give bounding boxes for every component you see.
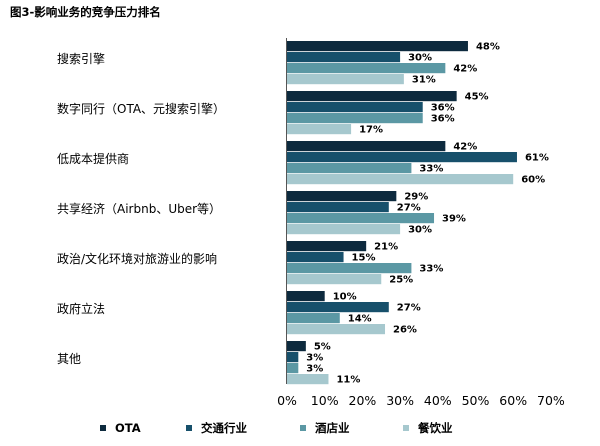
legend-label: OTA: [115, 421, 141, 435]
x-tick-label: 50%: [462, 393, 490, 408]
x-tick-label: 0%: [277, 393, 297, 408]
category-label: 其他: [57, 352, 81, 366]
x-tick-label: 40%: [424, 393, 452, 408]
data-label: 60%: [521, 175, 545, 186]
legend: OTA 交通行业 酒店业 餐饮业: [100, 421, 453, 435]
data-label: 30%: [408, 225, 432, 236]
bar: [287, 152, 517, 163]
bar: [287, 213, 435, 224]
bar: [287, 313, 340, 324]
data-label: 3%: [306, 364, 323, 375]
bar: [287, 291, 325, 302]
bar: [287, 302, 389, 313]
legend-swatch: [186, 425, 192, 431]
bar: [287, 374, 329, 385]
x-tick-label: 30%: [386, 393, 414, 408]
data-label: 15%: [352, 253, 376, 264]
x-axis-ticks: 0% 10% 20% 30% 40% 50% 60% 70%: [277, 393, 565, 408]
bar: [287, 263, 412, 274]
data-label: 45%: [465, 92, 489, 103]
bar: [287, 141, 446, 152]
legend-label: 交通行业: [201, 421, 247, 435]
bar: [287, 274, 382, 285]
category-label: 数字同行（OTA、元搜索引擎）: [57, 101, 225, 116]
bar: [287, 241, 367, 252]
legend-label: 酒店业: [315, 421, 350, 435]
data-label: 36%: [431, 114, 455, 125]
x-tick-label: 10%: [311, 393, 339, 408]
bar: [287, 163, 412, 174]
legend-label: 餐饮业: [417, 421, 453, 435]
data-label: 26%: [393, 325, 417, 336]
data-label: 27%: [397, 303, 421, 314]
data-label: 42%: [453, 142, 477, 153]
category-label: 政治/文化环境对旅游业的影响: [57, 251, 217, 266]
category-label: 低成本提供商: [57, 151, 129, 166]
legend-swatch: [403, 425, 409, 431]
chart-title: 图3-影响业务的竞争压力排名: [10, 5, 161, 19]
bar: [287, 52, 401, 63]
bar: [287, 102, 423, 113]
data-label: 5%: [314, 342, 331, 353]
bar: [287, 224, 401, 235]
data-label: 17%: [359, 125, 383, 136]
data-label: 42%: [453, 64, 477, 75]
bar: [287, 74, 404, 85]
data-label: 61%: [525, 153, 549, 164]
data-label: 3%: [306, 353, 323, 364]
data-label: 33%: [419, 164, 443, 175]
data-label: 11%: [336, 375, 360, 386]
x-tick-label: 70%: [537, 393, 565, 408]
data-label: 30%: [408, 53, 432, 64]
bar: [287, 341, 306, 352]
category-label: 搜索引擎: [57, 51, 105, 66]
data-label: 10%: [333, 292, 357, 303]
bar: [287, 363, 299, 374]
data-label: 39%: [442, 214, 466, 225]
bar: [287, 191, 397, 202]
bar: [287, 124, 352, 135]
x-tick-label: 20%: [349, 393, 377, 408]
bar: [287, 41, 468, 52]
data-label: 14%: [348, 314, 372, 325]
data-label: 31%: [412, 75, 436, 86]
bar: [287, 324, 386, 335]
legend-swatch: [100, 425, 106, 431]
bar: [287, 63, 446, 74]
data-label: 29%: [404, 192, 428, 203]
data-label: 36%: [431, 103, 455, 114]
data-label: 21%: [374, 242, 398, 253]
bar: [287, 202, 389, 213]
bar: [287, 174, 514, 185]
bar: [287, 352, 299, 363]
bar: [287, 113, 423, 124]
category-label: 政府立法: [57, 301, 105, 316]
data-label: 33%: [419, 264, 443, 275]
category-label: 共享经济（Airbnb、Uber等）: [57, 201, 221, 216]
x-tick-label: 60%: [499, 393, 527, 408]
data-label: 27%: [397, 203, 421, 214]
data-label: 48%: [476, 42, 500, 53]
data-label: 25%: [389, 275, 413, 286]
bar: [287, 252, 344, 263]
bars-layer: [287, 41, 517, 385]
bar: [287, 91, 457, 102]
legend-swatch: [300, 425, 306, 431]
value-labels: 48%30%42%31%45%36%36%17%42%61%33%60%29%2…: [306, 42, 549, 386]
